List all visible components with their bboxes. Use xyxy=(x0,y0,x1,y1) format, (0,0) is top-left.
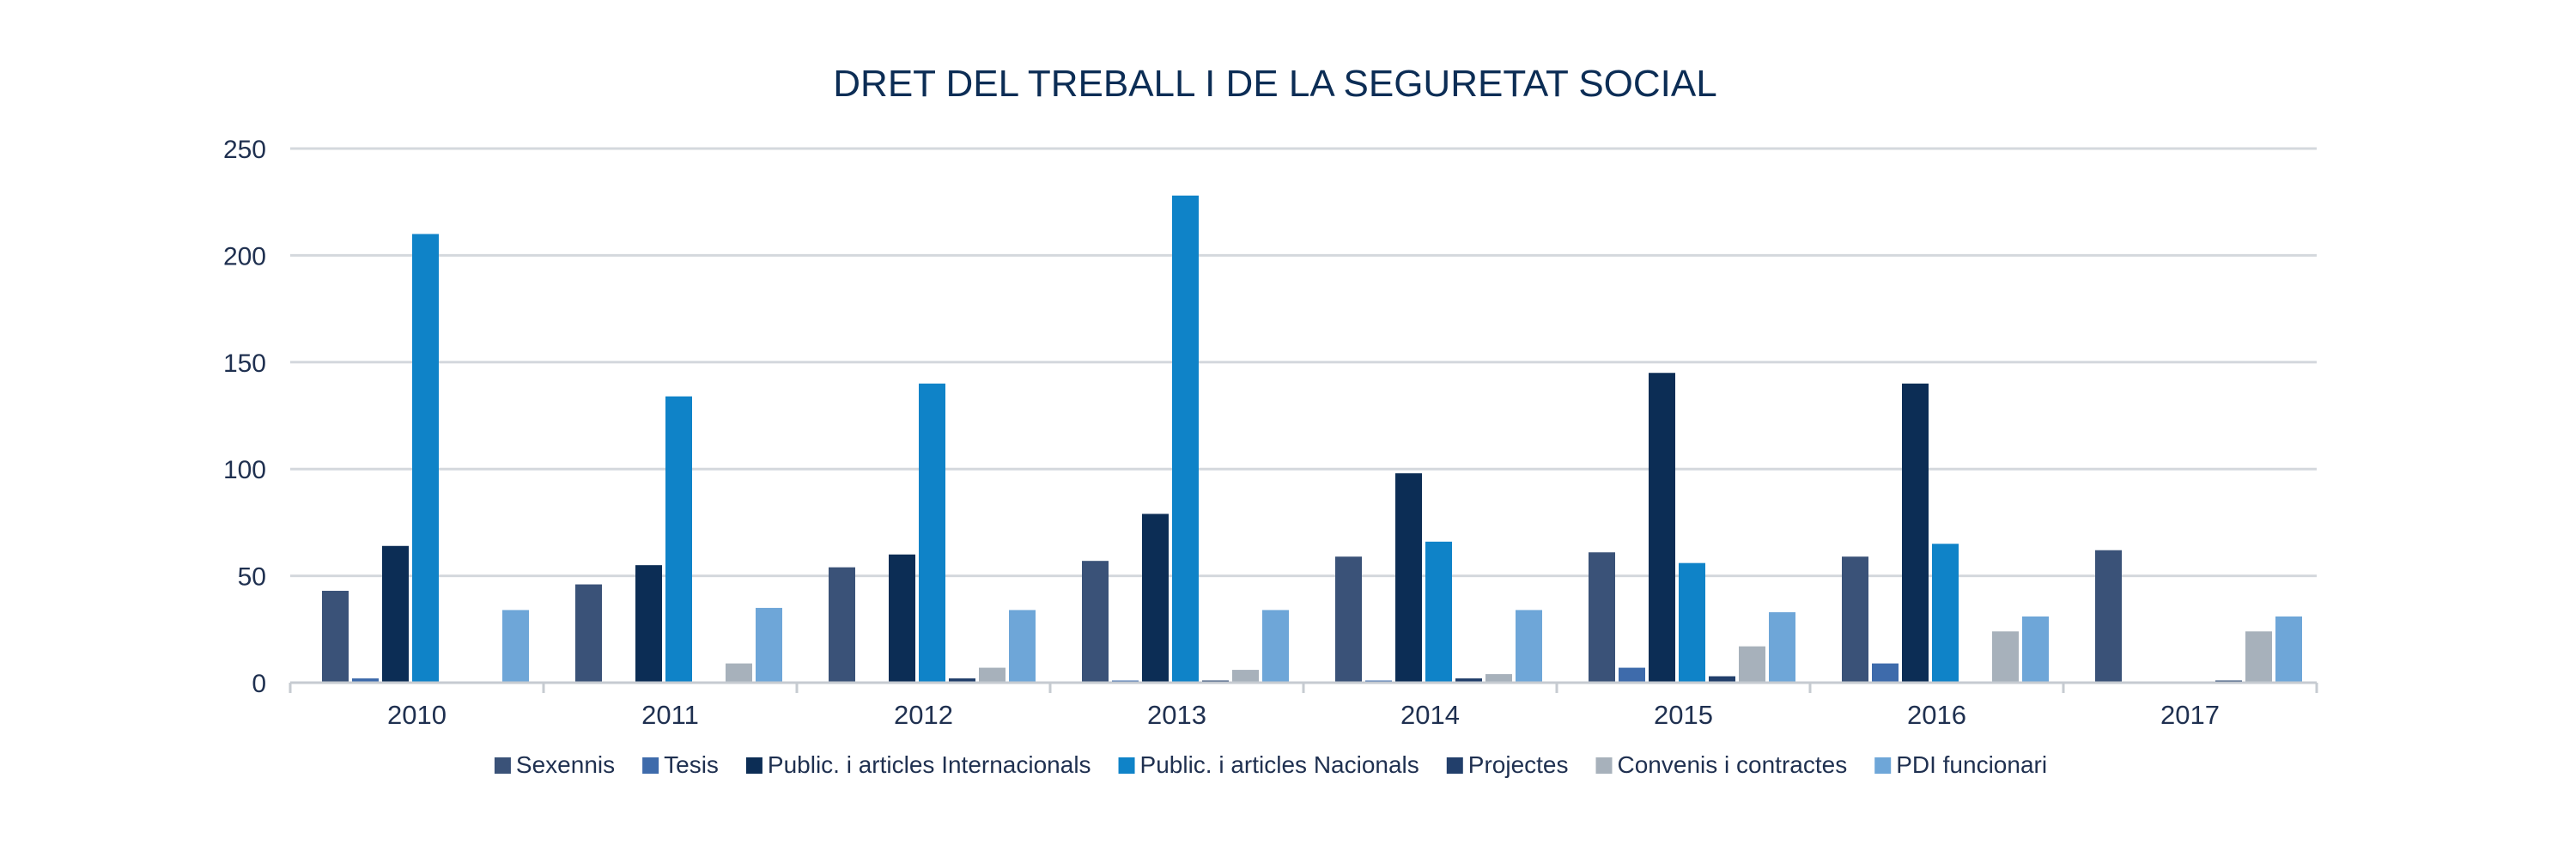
bar xyxy=(322,591,349,683)
bar xyxy=(949,678,975,683)
y-tick-label: 0 xyxy=(252,670,266,698)
bar xyxy=(1335,556,1362,683)
legend-label: PDI funcionari xyxy=(1896,751,2047,778)
y-tick-label: 150 xyxy=(223,349,266,378)
x-tick-label: 2014 xyxy=(1400,700,1460,730)
bar xyxy=(1009,610,1036,683)
y-tick-label: 50 xyxy=(238,563,266,592)
bar xyxy=(665,396,692,683)
bar xyxy=(2095,550,2122,683)
x-tick-label: 2011 xyxy=(641,700,699,730)
legend-swatch xyxy=(642,757,659,774)
bar xyxy=(575,584,602,683)
legend-item: Tesis xyxy=(642,751,719,778)
bar xyxy=(1709,676,1735,683)
bar xyxy=(1142,514,1169,683)
legend-item: Sexennis xyxy=(494,751,615,778)
bar xyxy=(1589,552,1615,683)
x-tick-label: 2012 xyxy=(894,700,953,730)
bars xyxy=(322,195,2302,684)
x-tick-label: 2016 xyxy=(1907,700,1966,730)
x-axis: 2010 2011 2012 2013 2014 2015 2016 2017 xyxy=(289,681,2318,730)
bar xyxy=(1739,646,1765,683)
bar xyxy=(502,610,529,683)
legend-item: PDI funcionari xyxy=(1874,751,2047,778)
y-tick-label: 100 xyxy=(223,456,266,484)
legend-swatch xyxy=(1446,757,1463,774)
bar xyxy=(1395,473,1422,683)
bar xyxy=(1455,678,1482,683)
bar xyxy=(1769,611,1795,683)
legend-label: Convenis i contractes xyxy=(1618,751,1848,778)
bar xyxy=(1932,544,1959,683)
bar xyxy=(1425,541,1452,683)
bar xyxy=(1992,631,2019,683)
bar xyxy=(919,383,945,683)
bar xyxy=(382,545,409,683)
legend-swatch xyxy=(1118,757,1135,774)
y-tick-label: 200 xyxy=(223,242,266,270)
bar xyxy=(1679,562,1705,683)
bar xyxy=(756,607,782,683)
legend-item: Public. i articles Nacionals xyxy=(1118,751,1419,778)
bar xyxy=(1082,561,1109,683)
y-axis: 0 50 100 150 200 250 xyxy=(223,136,266,698)
bar xyxy=(2245,631,2272,683)
bar xyxy=(352,678,379,683)
bar xyxy=(2275,616,2302,683)
bar xyxy=(635,565,662,683)
legend-swatch xyxy=(1595,757,1613,774)
bar xyxy=(1232,670,1259,683)
bar xyxy=(2022,616,2049,683)
x-tick-label: 2017 xyxy=(2160,700,2220,730)
bar xyxy=(1172,195,1199,684)
bar xyxy=(1262,610,1289,683)
bar xyxy=(1516,610,1542,683)
legend-label: Tesis xyxy=(664,751,719,778)
bar xyxy=(889,554,915,683)
legend-label: Public. i articles Nacionals xyxy=(1140,751,1419,778)
legend-swatch xyxy=(1874,757,1892,774)
y-tick-label: 250 xyxy=(223,136,266,164)
bar xyxy=(829,567,855,683)
legend-label: Sexennis xyxy=(516,751,615,778)
x-tick-label: 2010 xyxy=(387,700,447,730)
bar xyxy=(1842,556,1868,683)
legend-label: Projectes xyxy=(1468,751,1569,778)
bar xyxy=(1649,373,1675,683)
gridlines xyxy=(290,147,2317,578)
bar xyxy=(979,667,1005,683)
x-tick-label: 2013 xyxy=(1147,700,1206,730)
legend: Sexennis Tesis Public. i articles Internac… xyxy=(494,751,2047,778)
bar xyxy=(1485,674,1512,683)
bar xyxy=(1872,663,1899,683)
legend-item: Convenis i contractes xyxy=(1595,751,1848,778)
legend-item: Public. i articles Internacionals xyxy=(745,751,1091,778)
legend-label: Public. i articles Internacionals xyxy=(768,751,1091,778)
legend-swatch xyxy=(494,757,511,774)
bar xyxy=(1902,383,1929,683)
bar xyxy=(1619,667,1645,683)
bar xyxy=(412,234,439,683)
legend-swatch xyxy=(745,757,762,774)
x-tick-label: 2015 xyxy=(1654,700,1713,730)
chart-title: DRET DEL TREBALL I DE LA SEGURETAT SOCIA… xyxy=(833,63,1716,105)
bar xyxy=(726,663,752,683)
legend-item: Projectes xyxy=(1446,751,1569,778)
